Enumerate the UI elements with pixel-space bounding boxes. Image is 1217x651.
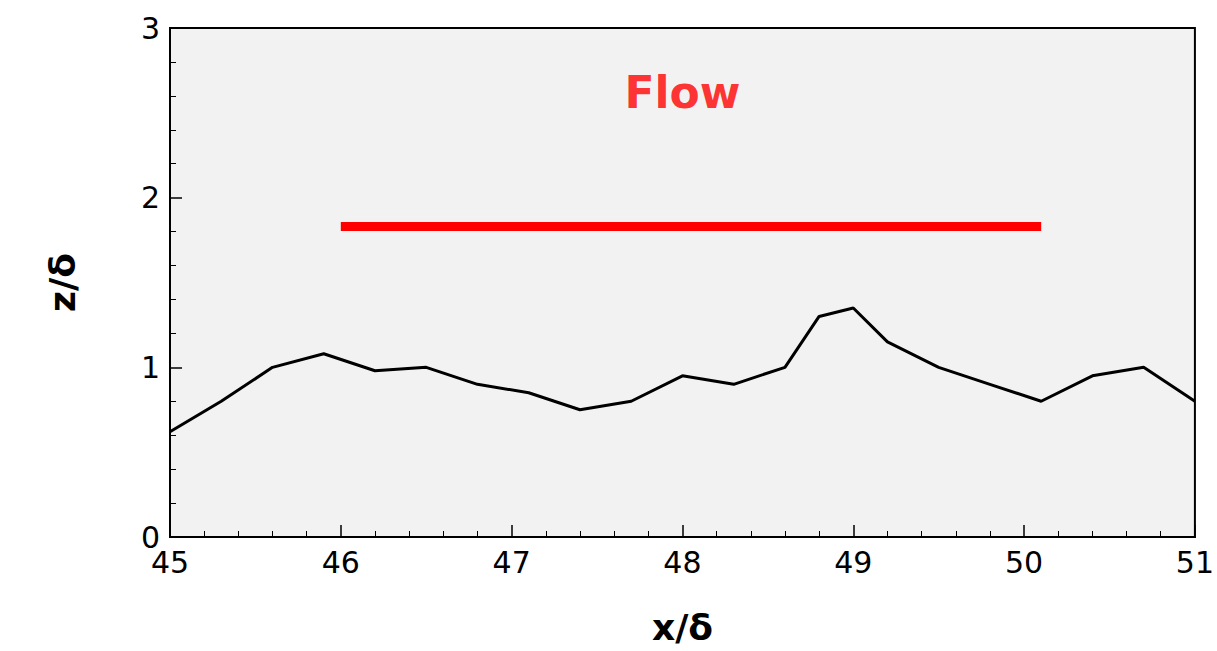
svg-text:50: 50: [1005, 545, 1043, 580]
svg-text:2: 2: [141, 180, 160, 215]
svg-text:47: 47: [493, 545, 531, 580]
svg-text:49: 49: [834, 545, 872, 580]
svg-text:46: 46: [322, 545, 360, 580]
svg-text:0: 0: [140, 519, 160, 555]
svg-text:51: 51: [1176, 545, 1214, 580]
svg-text:z/δ: z/δ: [42, 253, 83, 312]
svg-text:Flow: Flow: [624, 67, 740, 118]
svg-text:x/δ: x/δ: [652, 607, 713, 648]
svg-text:3: 3: [141, 11, 160, 46]
svg-text:45: 45: [151, 545, 189, 580]
svg-text:48: 48: [663, 545, 701, 580]
svg-text:1: 1: [141, 350, 160, 385]
